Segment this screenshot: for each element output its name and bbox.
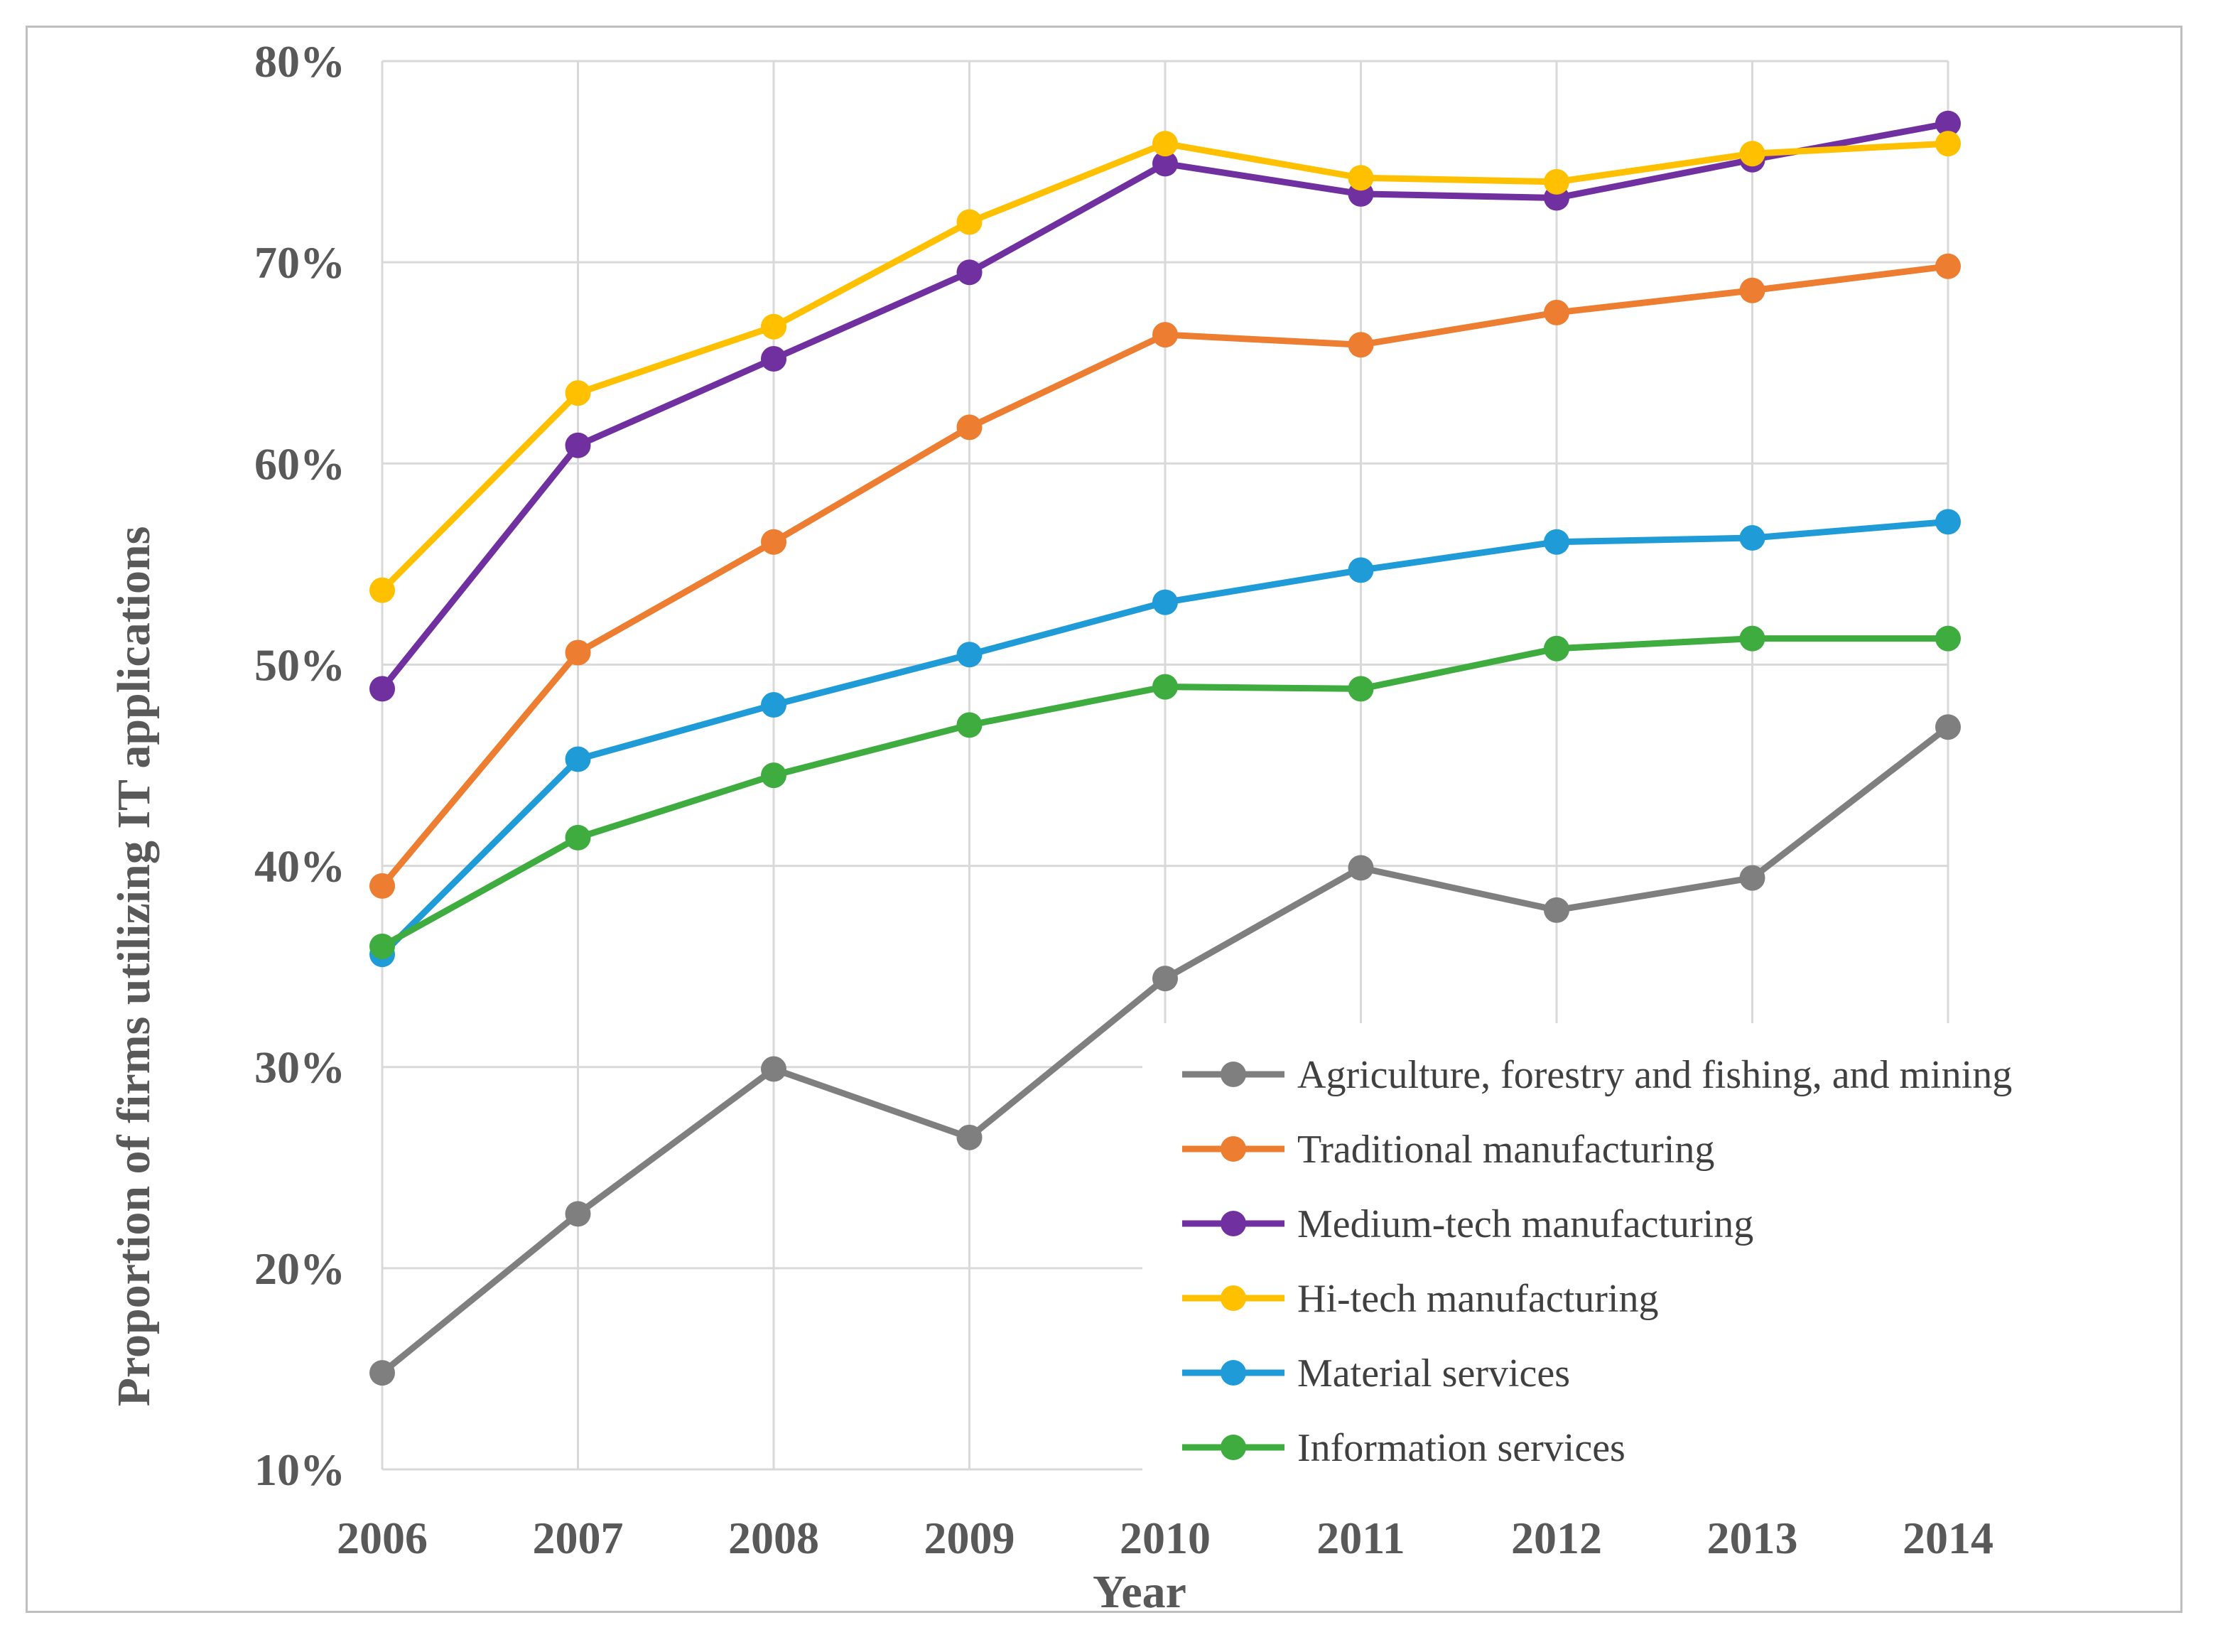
y-tick-label: 30% (254, 1042, 345, 1093)
data-point (1348, 557, 1374, 583)
x-tick-label: 2008 (728, 1513, 819, 1563)
legend-swatch-marker (1221, 1285, 1246, 1311)
data-point (1544, 299, 1569, 325)
data-point (1739, 525, 1765, 551)
data-point (1544, 897, 1569, 923)
legend-item: Traditional manufacturing (1182, 1128, 1714, 1172)
data-point (1152, 674, 1178, 700)
data-point (565, 824, 591, 851)
x-tick-label: 2013 (1707, 1513, 1798, 1563)
x-tick-label: 2014 (1903, 1513, 1994, 1563)
data-point (761, 346, 786, 372)
legend-label: Material services (1297, 1351, 1570, 1395)
x-tick-label: 2007 (533, 1513, 624, 1563)
data-point (369, 676, 395, 702)
x-tick-labels: 2006 2007 2008 2009 2010 2011 2012 2013 2014 (337, 1513, 1994, 1563)
series-1 (369, 253, 1961, 899)
data-point (1739, 277, 1765, 303)
y-tick-label: 80% (254, 36, 345, 87)
data-point (369, 933, 395, 959)
data-point (1739, 625, 1765, 652)
y-tick-label: 40% (254, 841, 345, 892)
data-point (1152, 131, 1178, 157)
legend-label: Medium-tech manufacturing (1297, 1202, 1753, 1246)
legend-swatch-marker (1221, 1136, 1246, 1162)
legend-item: Information services (1182, 1426, 1625, 1470)
data-point (565, 432, 591, 458)
data-point (1152, 151, 1178, 177)
y-tick-label: 70% (254, 237, 345, 288)
y-tick-labels: 10% 20% 30% 40% 50% 60% 70% 80% (254, 36, 345, 1495)
data-point (1348, 165, 1374, 191)
data-point (1935, 509, 1961, 535)
data-point (761, 1056, 786, 1082)
series-0 (369, 714, 1961, 1386)
legend-item: Agriculture, forestry and fishing, and m… (1182, 1053, 2012, 1097)
data-point (369, 577, 395, 603)
legend-swatch-marker (1221, 1062, 1246, 1087)
legend-label: Traditional manufacturing (1297, 1128, 1714, 1172)
legend-label: Information services (1297, 1426, 1625, 1470)
data-point (761, 313, 786, 340)
data-point (761, 692, 786, 718)
y-tick-label: 20% (254, 1243, 345, 1294)
data-point (369, 1360, 395, 1386)
legend-item: Medium-tech manufacturing (1182, 1202, 1753, 1246)
series-5 (369, 625, 1961, 959)
data-point (956, 209, 983, 235)
legend: Agriculture, forestry and fishing, and m… (1142, 1023, 2158, 1478)
data-point (1935, 110, 1961, 136)
data-point (761, 762, 786, 789)
data-point (1544, 635, 1569, 662)
data-point (1935, 131, 1961, 157)
legend-label: Agriculture, forestry and fishing, and m… (1297, 1053, 2012, 1097)
x-axis-title: Year (1093, 1566, 1186, 1618)
legend-swatch-marker (1221, 1360, 1246, 1386)
x-tick-label: 2010 (1120, 1513, 1211, 1563)
data-point (1739, 865, 1765, 891)
x-tick-label: 2011 (1316, 1513, 1405, 1563)
y-axis-title: Proportion of firms utilizing IT applica… (108, 527, 160, 1407)
data-point (1935, 625, 1961, 652)
y-tick-label: 50% (254, 639, 345, 690)
legend-item: Hi-tech manufacturing (1182, 1277, 1658, 1321)
data-point (1348, 855, 1374, 881)
data-point (565, 746, 591, 772)
data-point (1544, 168, 1569, 195)
x-tick-label: 2006 (337, 1513, 428, 1563)
series-4 (369, 509, 1961, 968)
data-point (956, 1124, 983, 1150)
data-point (956, 259, 983, 286)
legend-label: Hi-tech manufacturing (1297, 1277, 1658, 1321)
series-lines (369, 110, 1961, 1386)
series-3 (369, 131, 1961, 603)
data-point (1935, 714, 1961, 740)
data-point (565, 380, 591, 406)
data-point (565, 639, 591, 666)
x-tick-label: 2009 (924, 1513, 1015, 1563)
data-point (369, 873, 395, 899)
data-point (1348, 332, 1374, 358)
data-point (956, 712, 983, 738)
legend-swatch-marker (1221, 1211, 1246, 1236)
data-point (761, 529, 786, 555)
legend-item: Material services (1182, 1351, 1570, 1395)
data-point (1152, 966, 1178, 992)
y-tick-label: 60% (254, 438, 345, 489)
data-point (956, 642, 983, 668)
data-point (1544, 529, 1569, 555)
data-point (1348, 676, 1374, 702)
data-point (565, 1201, 591, 1227)
data-point (1935, 253, 1961, 279)
data-point (956, 414, 983, 441)
data-point (1152, 322, 1178, 348)
data-point (1739, 141, 1765, 167)
x-tick-label: 2012 (1511, 1513, 1602, 1563)
y-tick-label: 10% (254, 1445, 345, 1495)
legend-background (1142, 1023, 2158, 1478)
data-point (1152, 589, 1178, 615)
legend-swatch-marker (1221, 1435, 1246, 1460)
